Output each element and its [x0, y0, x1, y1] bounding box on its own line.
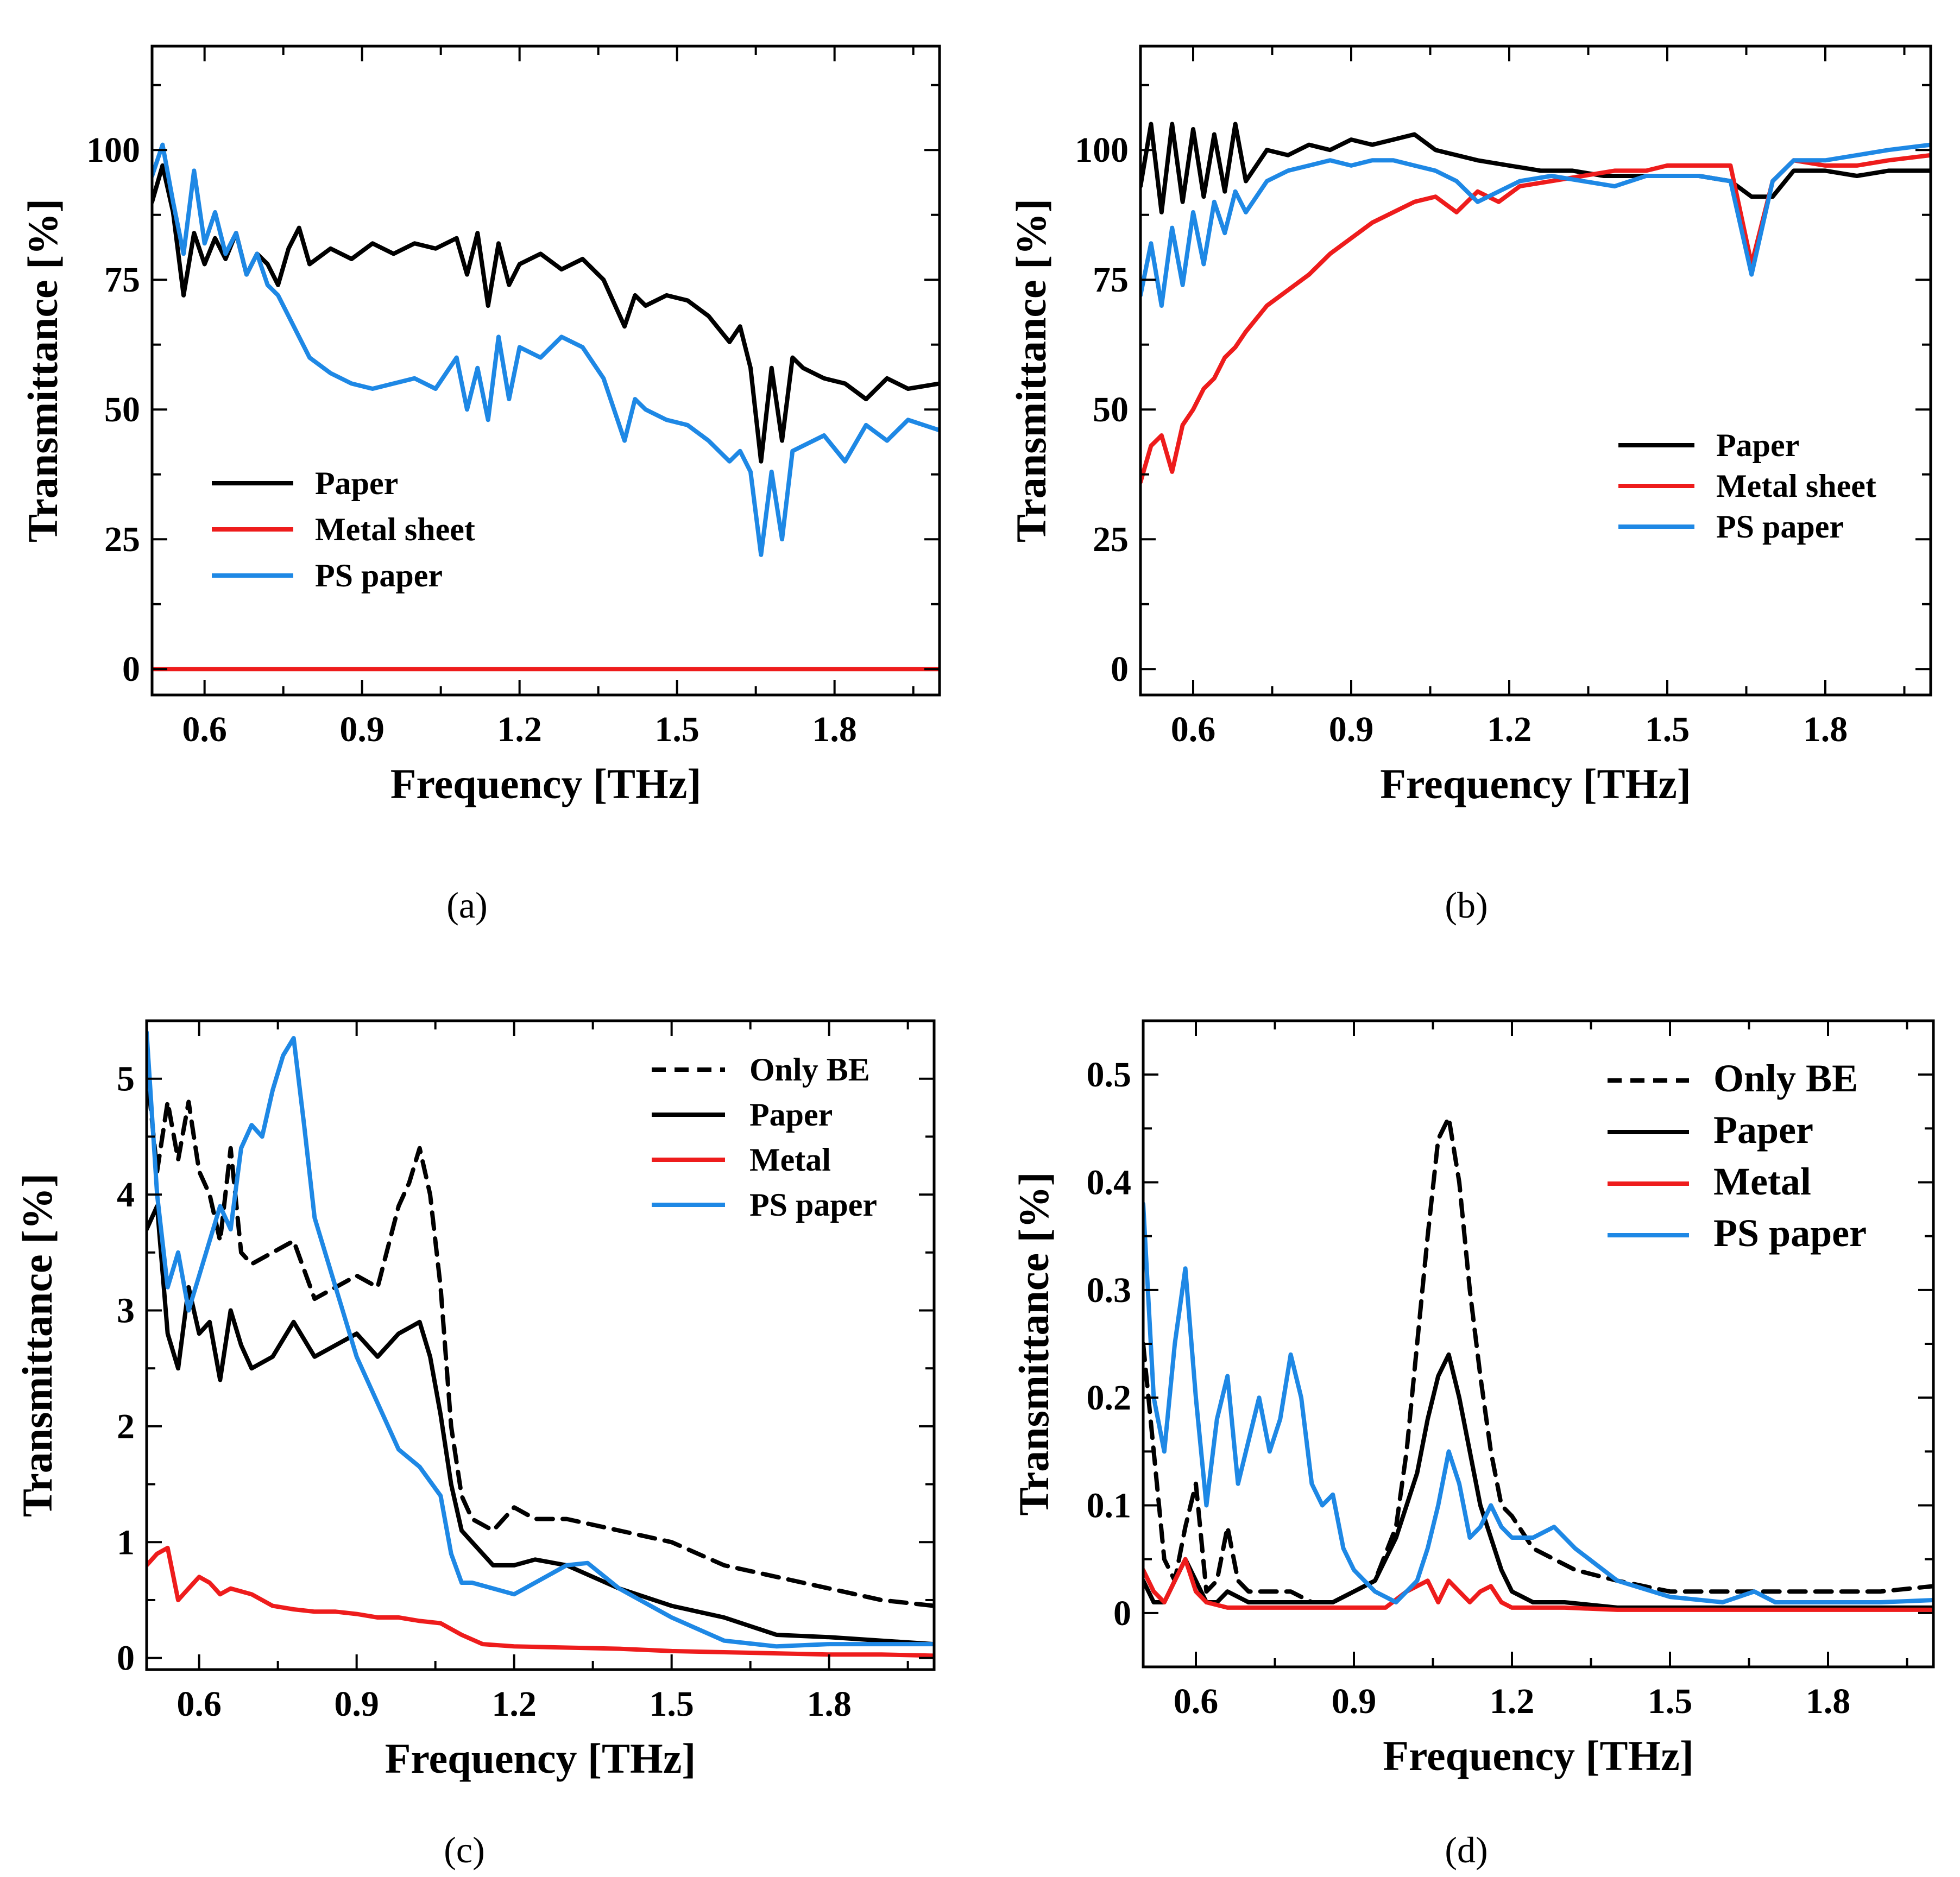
legend-label: Only BE	[1713, 1057, 1858, 1100]
legend-label: Paper	[749, 1097, 833, 1133]
legend-label: Paper	[315, 465, 398, 501]
x-tick-label: 1.2	[1490, 1682, 1535, 1721]
plot-area	[152, 142, 940, 672]
y-tick-label: 50	[1093, 390, 1129, 429]
panel-caption: (d)	[1445, 1829, 1488, 1870]
y-tick-label: 100	[86, 130, 140, 170]
x-tick-label: 1.5	[1645, 710, 1690, 749]
series-line-metal	[147, 1545, 934, 1658]
y-tick-label: 0	[1111, 649, 1129, 689]
panel-caption: (c)	[444, 1829, 484, 1870]
plot-area	[1140, 122, 1931, 484]
panel-caption: (b)	[1445, 884, 1488, 926]
y-tick-label: 0.3	[1087, 1271, 1132, 1310]
y-tick-label: 0.1	[1087, 1486, 1132, 1526]
x-tick-label: 1.2	[497, 710, 542, 749]
legend: Only BE Paper Metal PS paper	[652, 1052, 877, 1223]
y-tick-label: 3	[117, 1291, 135, 1330]
chart-panel-a: 0.6 0.9 1.2 1.5 1.8 0 25 50 75 100 Frequency [THz]…	[19, 45, 941, 926]
series-line-ps-paper	[1140, 142, 1931, 308]
legend-label: Metal	[1713, 1160, 1811, 1203]
plot-frame	[1139, 45, 1932, 697]
y-tick-label: 0	[122, 649, 140, 689]
y-tick-label: 50	[104, 390, 140, 429]
x-tick-label: 0.6	[1174, 1682, 1219, 1721]
x-axis-label: Frequency [THz]	[1383, 1732, 1694, 1779]
x-tick-label: 1.8	[812, 710, 857, 749]
chart-panel-c: 0.6 0.9 1.2 1.5 1.8 0 1 2 3 4 5 Frequency [THz] Tran…	[14, 1019, 936, 1870]
y-tick-label: 0.2	[1087, 1378, 1132, 1418]
x-tick-label: 1.8	[1803, 710, 1848, 749]
x-tick-label: 1.5	[1648, 1682, 1693, 1721]
y-tick-label: 100	[1075, 130, 1129, 170]
series-line-ps-paper	[1143, 1202, 1933, 1604]
y-tick-label: 4	[117, 1175, 135, 1215]
x-tick-label: 1.2	[491, 1684, 537, 1724]
x-tick-label: 0.9	[1332, 1682, 1377, 1721]
y-tick-label: 1	[117, 1522, 135, 1562]
legend-label: Only BE	[749, 1052, 870, 1088]
panel-caption: (a)	[446, 884, 487, 926]
x-axis-label: Frequency [THz]	[385, 1735, 696, 1782]
series-line-ps-paper	[152, 142, 940, 557]
series-line-ps-paper	[147, 1030, 934, 1649]
chart-panel-b: 0.6 0.9 1.2 1.5 1.8 0 25 50 75 100 Frequency [THz]…	[1007, 45, 1932, 926]
chart-panel-d: 0.6 0.9 1.2 1.5 1.8 0 0.1 0.2 0.3 0.4 0.5 Frequency…	[1010, 1019, 1935, 1870]
legend: Paper Metal sheet PS paper	[1618, 427, 1876, 545]
plot-area	[1143, 1115, 1933, 1612]
legend: Only BE Paper Metal PS paper	[1608, 1057, 1867, 1255]
y-axis-label: Transmittance [%]	[1007, 199, 1055, 542]
y-tick-label: 5	[117, 1059, 135, 1099]
x-tick-label: 0.9	[339, 710, 385, 749]
series-line-metal-sheet	[1140, 153, 1931, 484]
x-tick-label: 0.9	[334, 1684, 379, 1724]
y-axis-label: Transmittance [%]	[14, 1173, 61, 1517]
y-tick-label: 0.4	[1087, 1163, 1132, 1203]
legend-label: Paper	[1716, 427, 1799, 463]
y-tick-label: 75	[104, 260, 140, 300]
y-axis-label: Transmittance [%]	[1010, 1172, 1057, 1515]
x-tick-label: 0.6	[1171, 710, 1216, 749]
series-line-metal	[1143, 1557, 1933, 1612]
x-tick-label: 1.8	[1806, 1682, 1851, 1721]
y-tick-label: 25	[104, 520, 140, 559]
legend-label: Metal sheet	[315, 511, 475, 547]
series-line-paper	[152, 163, 940, 464]
plot-frame	[145, 1019, 936, 1671]
y-tick-label: 75	[1093, 260, 1129, 300]
x-tick-label: 1.5	[649, 1684, 694, 1724]
series-line-paper	[147, 1204, 934, 1647]
legend-label: Metal sheet	[1716, 468, 1876, 504]
legend-label: Metal	[749, 1142, 831, 1178]
x-tick-label: 0.6	[177, 1684, 222, 1724]
y-tick-label: 0	[1113, 1594, 1131, 1633]
series-line-paper	[1140, 122, 1931, 214]
legend-label: PS paper	[1713, 1211, 1867, 1255]
y-tick-label: 2	[117, 1407, 135, 1446]
x-tick-label: 0.9	[1329, 710, 1374, 749]
series-line-only-be	[1143, 1115, 1933, 1604]
x-tick-label: 0.6	[182, 710, 227, 749]
legend-label: Paper	[1713, 1108, 1813, 1152]
plot-frame	[150, 45, 941, 697]
x-tick-label: 1.2	[1487, 710, 1532, 749]
x-tick-label: 1.5	[654, 710, 699, 749]
plot-area	[147, 1030, 934, 1658]
x-tick-label: 1.8	[806, 1684, 852, 1724]
series-line-paper	[1143, 1352, 1933, 1610]
legend-label: PS paper	[315, 558, 443, 593]
legend: Paper Metal sheet PS paper	[212, 465, 475, 593]
y-tick-label: 0.5	[1087, 1055, 1132, 1095]
y-tick-label: 0	[117, 1639, 135, 1678]
x-axis-label: Frequency [THz]	[390, 760, 702, 807]
y-tick-label: 25	[1093, 520, 1129, 559]
plot-frame	[1142, 1019, 1935, 1669]
legend-label: PS paper	[749, 1187, 877, 1223]
series-line-only-be	[147, 1065, 934, 1608]
x-axis-label: Frequency [THz]	[1380, 760, 1691, 807]
y-axis-label: Transmittance [%]	[19, 199, 66, 542]
legend-label: PS paper	[1716, 509, 1844, 545]
